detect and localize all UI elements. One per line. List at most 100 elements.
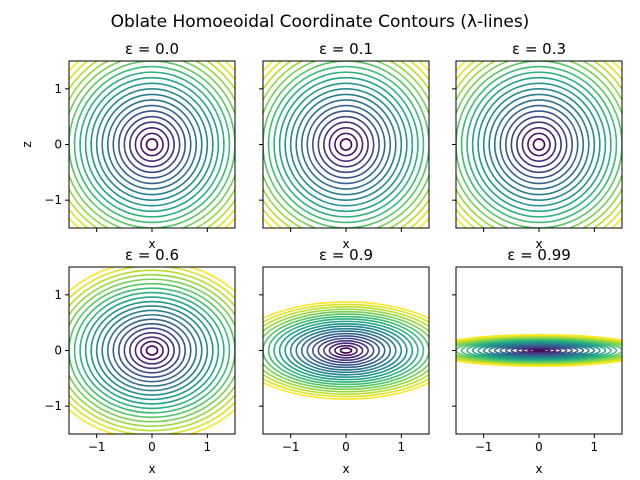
contour-line — [317, 337, 375, 364]
contour-line — [334, 132, 358, 157]
contour-line — [323, 121, 369, 168]
contour-line — [521, 127, 557, 163]
subplot-1: 1 0 −1 z ε = 0.0 — [20, 40, 236, 232]
contour-line — [328, 127, 364, 163]
x-axis-label: x — [148, 237, 155, 251]
contour-lines — [263, 301, 429, 400]
contour-line — [311, 110, 380, 179]
figure-suptitle: Oblate Homoeoidal Coordinate Contours (λ… — [111, 12, 530, 32]
contour-line — [101, 93, 203, 196]
contour-line — [129, 121, 175, 168]
y-tick-label: 0 — [54, 138, 62, 152]
contour-line — [69, 269, 235, 432]
x-tick-label: 1 — [591, 440, 599, 454]
contour-line — [278, 320, 414, 381]
y-axis-label: z — [20, 141, 34, 147]
contour-line — [273, 318, 419, 383]
contour-line — [295, 93, 397, 196]
contour-line — [295, 327, 397, 374]
contour-line — [456, 334, 622, 367]
contour-line — [123, 327, 181, 374]
subplot-4: −1 0 1 1 0 −1 x ε = 0.6 — [44, 246, 236, 476]
contour-line — [516, 346, 562, 355]
contour-line — [112, 104, 192, 185]
contour-line — [73, 287, 231, 414]
contour-line — [140, 132, 164, 157]
subplot-title: ε = 0.1 — [319, 40, 373, 58]
subplot-3: ε = 0.3 — [452, 40, 623, 232]
contour-line — [129, 331, 175, 370]
contour-line — [145, 138, 159, 151]
contour-line — [289, 325, 403, 376]
contour-line — [460, 338, 618, 363]
contour-line — [106, 99, 198, 190]
contour-line — [90, 300, 214, 401]
x-tick-label: 1 — [204, 440, 212, 454]
plot-area — [69, 61, 235, 228]
contour-lines — [456, 334, 622, 367]
contour-line — [101, 309, 203, 392]
contour-line — [69, 278, 235, 423]
contour-line — [466, 71, 612, 218]
contour-line — [317, 115, 375, 174]
x-tick-label: −1 — [282, 440, 300, 454]
contour-line — [532, 348, 546, 353]
y-tick-label: 1 — [54, 288, 62, 302]
subplot-title: ε = 0.0 — [125, 40, 179, 58]
subplot-5: −1 0 1 x ε = 0.9 — [259, 246, 430, 476]
contour-line — [471, 76, 607, 213]
contour-line — [95, 305, 209, 396]
subplot-title: ε = 0.3 — [512, 40, 566, 58]
contour-line — [145, 345, 159, 356]
x-tick-label: 0 — [342, 440, 350, 454]
plot-area — [456, 61, 622, 228]
contour-line — [263, 310, 429, 391]
contour-line — [95, 88, 209, 201]
contour-line — [323, 340, 369, 361]
x-tick-label: 0 — [535, 440, 543, 454]
x-axis-label: x — [342, 462, 349, 476]
contour-line — [263, 301, 429, 400]
contour-line — [273, 71, 419, 218]
contour-line — [118, 110, 187, 179]
subplot-title: ε = 0.6 — [125, 246, 179, 264]
contour-line — [140, 340, 164, 361]
plot-area — [263, 267, 429, 434]
contour-line — [79, 71, 225, 218]
contour-line — [504, 110, 573, 179]
contour-line — [134, 336, 170, 365]
contour-line — [510, 115, 568, 174]
contour-line — [300, 99, 392, 190]
x-axis-label: x — [535, 462, 542, 476]
contour-line — [300, 330, 392, 371]
subplot-title: ε = 0.9 — [319, 246, 373, 264]
x-tick-label: −1 — [88, 440, 106, 454]
y-tick-label: 1 — [54, 82, 62, 96]
contour-line — [123, 115, 181, 174]
contour-line — [263, 308, 429, 393]
x-tick-label: −1 — [475, 440, 493, 454]
contour-line — [339, 347, 353, 354]
contour-line — [527, 132, 551, 157]
y-tick-label: 0 — [54, 344, 62, 358]
contour-line — [334, 344, 358, 357]
contour-line — [460, 65, 618, 224]
subplot-2: ε = 0.1 — [259, 40, 430, 232]
contour-line — [69, 282, 235, 419]
contour-line — [90, 82, 214, 207]
contour-line — [134, 127, 170, 163]
x-axis-label: x — [342, 237, 349, 251]
contour-line — [106, 314, 198, 387]
plot-area — [263, 61, 429, 228]
contour-line — [263, 306, 429, 395]
contour-lines — [69, 61, 235, 228]
contour-line — [278, 76, 414, 213]
contour-line — [289, 88, 403, 201]
contour-line — [488, 93, 590, 196]
contour-line — [284, 82, 408, 207]
contour-line — [284, 323, 408, 378]
contour-line — [79, 291, 225, 410]
contour-line — [112, 318, 192, 383]
y-tick-label: −1 — [44, 193, 62, 207]
